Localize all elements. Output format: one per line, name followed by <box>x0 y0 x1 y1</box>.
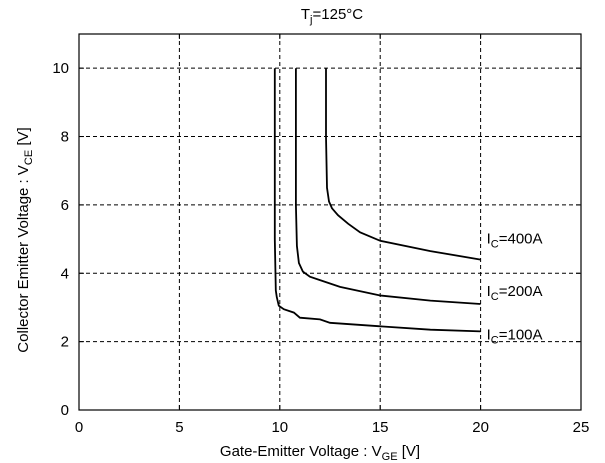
series-curves: IC=400A IC=200A IC=100A <box>273 68 543 346</box>
x-tick-label: 5 <box>175 419 183 436</box>
y-tick-label: 2 <box>61 334 69 351</box>
x-tick-label: 10 <box>271 419 288 436</box>
y-tick-label: 4 <box>61 265 69 282</box>
y-tick-label: 10 <box>52 60 69 77</box>
grid-lines <box>79 34 581 410</box>
x-tick-label: 0 <box>75 419 83 436</box>
y-tick-label: 6 <box>61 197 69 214</box>
x-tick-label: 15 <box>372 419 389 436</box>
y-axis-title: Collector Emitter Voltage : VCE [V] <box>15 127 35 352</box>
x-axis-title: Gate-Emitter Voltage : VGE [V] <box>220 443 420 463</box>
series-line <box>295 68 481 305</box>
y-tick-label: 8 <box>61 129 69 146</box>
axis-ticks: 0 5 10 15 20 25 0 2 4 6 8 10 <box>52 34 589 436</box>
x-tick-label: 25 <box>573 419 590 436</box>
plot-frame <box>78 33 582 411</box>
series-label: IC=400A <box>487 231 543 251</box>
series-line <box>273 68 481 333</box>
series-label: IC=200A <box>487 283 543 303</box>
chart-title: Tj=125°C <box>301 6 363 26</box>
series-label: IC=100A <box>487 326 543 346</box>
y-tick-label: 0 <box>61 402 69 419</box>
x-tick-label: 20 <box>472 419 489 436</box>
series-line <box>325 68 481 261</box>
